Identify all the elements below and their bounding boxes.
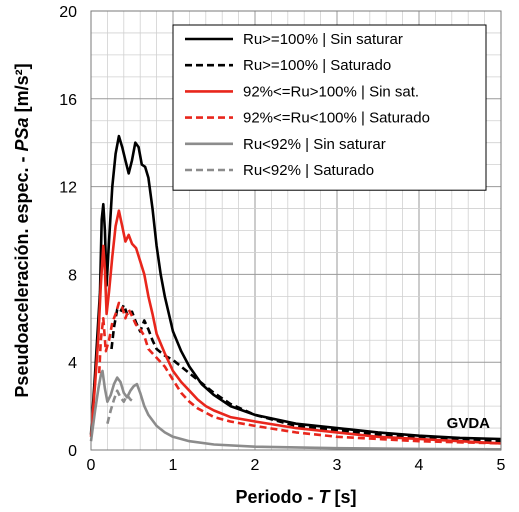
series-line-4 xyxy=(97,301,502,445)
station-annotation: GVDA xyxy=(447,415,491,432)
y-tick-label: 4 xyxy=(68,355,77,372)
series-lines xyxy=(89,134,502,451)
y-tick-label: 16 xyxy=(59,92,77,109)
legend-label: Ru<92% | Saturado xyxy=(243,162,374,179)
y-tick-label: 0 xyxy=(68,443,77,460)
legend-label: 92%<=Ru>100% | Sin sat. xyxy=(243,83,419,100)
x-axis-title: Periodo - T [s] xyxy=(235,487,356,507)
y-tick-label: 20 xyxy=(59,4,77,21)
series-line-3 xyxy=(89,209,502,445)
y-axis-title: Pseudoaceleración. espec. - PSa [m/s²] xyxy=(12,63,32,397)
x-tick-label: 5 xyxy=(497,457,506,474)
legend: Ru>=100% | Sin saturar Ru>=100% | Saturad… xyxy=(172,24,487,191)
legend-label: Ru<92% | Sin saturar xyxy=(243,136,386,153)
x-tick-label: 4 xyxy=(415,457,424,474)
legend-label: 92%<=Ru<100% | Saturado xyxy=(243,110,430,127)
legend-label: Ru>=100% | Saturado xyxy=(243,57,391,74)
x-tick-label: 0 xyxy=(87,457,96,474)
y-tick-label: 8 xyxy=(68,267,77,284)
x-tick-label: 1 xyxy=(169,457,178,474)
y-tick-label: 12 xyxy=(59,180,77,197)
legend-box xyxy=(172,24,487,191)
series-line-6 xyxy=(106,389,135,425)
plot-frame xyxy=(90,10,502,451)
x-tick-label: 3 xyxy=(333,457,342,474)
series-line-5 xyxy=(89,369,502,451)
series-line-2 xyxy=(110,303,502,443)
legend-label: Ru>=100% | Sin saturar xyxy=(243,31,403,48)
x-tick-label: 2 xyxy=(251,457,260,474)
